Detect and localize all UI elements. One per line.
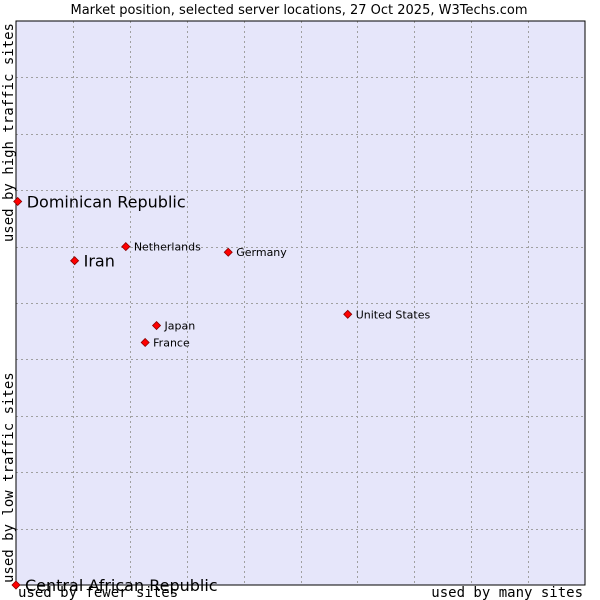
data-points: Dominican Republic Iran Netherlands Germany… [11,192,431,595]
point-label: Japan [164,320,196,333]
point-marker [121,242,131,252]
point-label: Netherlands [134,241,201,254]
data-point-central-african-republic: Central African Republic [11,576,218,595]
point-label: Central African Republic [25,576,218,595]
point-marker [223,247,233,257]
point-label: Germany [236,246,287,259]
plot-frame [15,20,586,586]
point-label: France [153,336,190,349]
data-point-japan: Japan [151,320,196,333]
data-point-germany: Germany [223,246,287,259]
data-point-united-states: United States [343,308,431,321]
data-point-france: France [140,336,190,349]
point-marker [343,309,353,319]
point-label: Dominican Republic [27,192,186,211]
x-axis-label-right: used by many sites [431,585,583,600]
y-axis-label-bottom: used by low traffic sites [1,372,17,583]
chart-title: Market position, selected server locatio… [70,3,527,18]
point-marker [151,320,162,331]
point-label: Iran [84,252,115,271]
data-point-netherlands: Netherlands [121,241,201,254]
y-axis-label-top: used by high traffic sites [1,23,17,242]
data-point-dominican-republic: Dominican Republic [13,192,186,211]
grid-lines [16,21,585,585]
point-marker [70,256,80,266]
x-axis-label-left: used by fewer sites [18,585,178,600]
point-label: United States [356,308,431,321]
point-marker [140,337,150,348]
point-marker [11,580,21,590]
data-point-iran: Iran [70,252,115,271]
point-marker [13,196,23,207]
plot-area [16,21,585,585]
